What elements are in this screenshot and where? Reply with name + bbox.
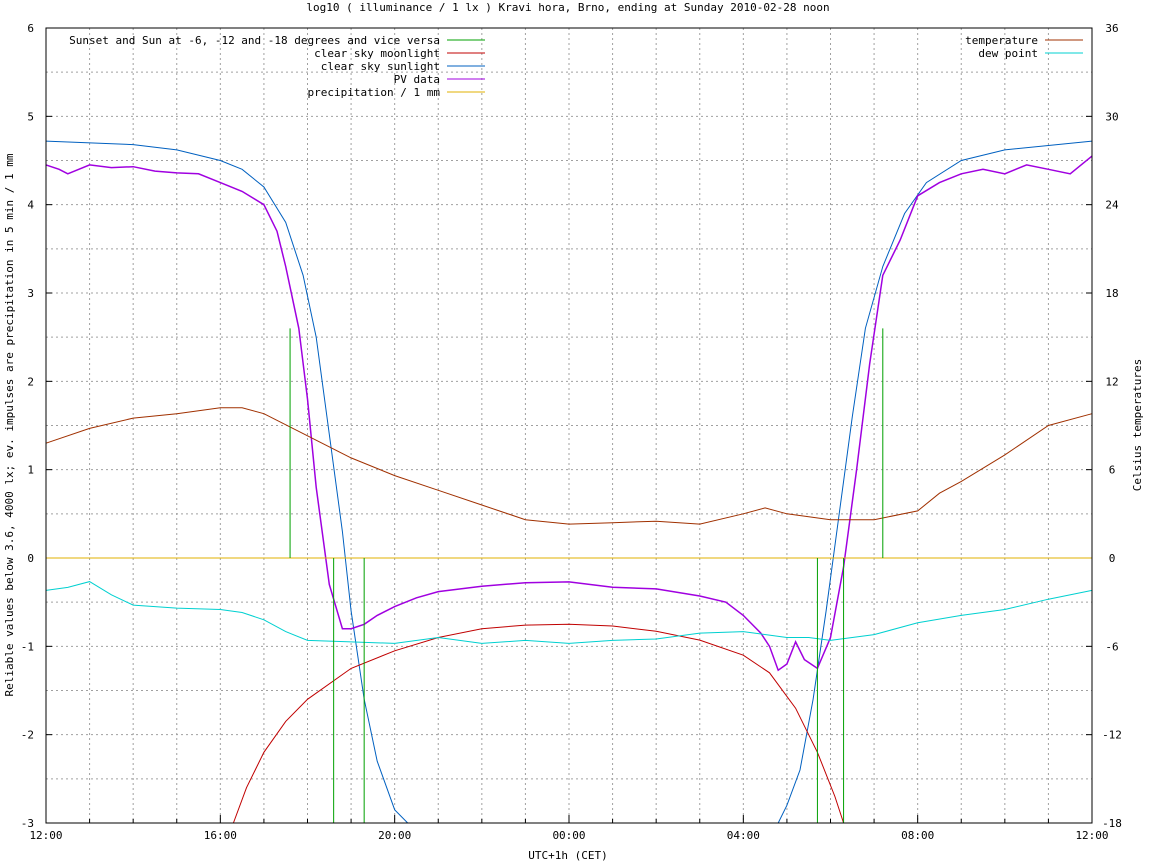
y2-tick-label: 12: [1105, 375, 1118, 388]
y2-tick-label: -12: [1102, 729, 1122, 742]
series-clear-sky-sunlight: [45, 140, 1093, 824]
series-lines: [45, 140, 1093, 824]
legend-label: precipitation / 1 mm: [308, 86, 441, 99]
y2-tick-label: 6: [1109, 464, 1116, 477]
y2-tick-label: 18: [1105, 287, 1118, 300]
series-dew-point: [45, 581, 1093, 644]
legend-label: Sunset and Sun at -6, -12 and -18 degree…: [69, 34, 440, 47]
x-axis-ticks: 12:00 16:00 20:00 00:00 04:00 08:00 12:00: [29, 815, 1109, 842]
legend-label: clear sky sunlight: [321, 60, 440, 73]
y2-tick-label: 36: [1105, 22, 1118, 35]
y-tick-label: -1: [21, 640, 34, 653]
y2-tick-label: -6: [1105, 640, 1118, 653]
chart-title: log10 ( illuminance / 1 lx ) Kravi hora,…: [306, 1, 829, 14]
series-clear-sky-moonlight: [232, 623, 845, 824]
y2-tick-label: 30: [1105, 110, 1118, 123]
x-tick-label: 00:00: [552, 829, 585, 842]
y-tick-label: 4: [27, 199, 34, 212]
y-tick-label: 3: [27, 287, 34, 300]
legend-label: clear sky moonlight: [314, 47, 440, 60]
legend-label: temperature: [965, 34, 1038, 47]
x-tick-label: 20:00: [378, 829, 411, 842]
series-temperature: [45, 407, 1093, 525]
right-axis-ticks: -18 -12 -6 0 6 12 18 24 30 36: [1086, 22, 1122, 830]
y2-tick-label: -18: [1102, 817, 1122, 830]
x-tick-label: 12:00: [29, 829, 62, 842]
grid-lines: [46, 28, 1092, 823]
y-tick-label: -3: [21, 817, 34, 830]
y-axis-label: Reliable values below 3.6, 4000 lx; ev. …: [3, 153, 16, 696]
y-tick-label: 5: [27, 110, 34, 123]
y2-tick-label: 24: [1105, 199, 1119, 212]
x-tick-label: 08:00: [901, 829, 934, 842]
x-tick-label: 04:00: [727, 829, 760, 842]
series-pv-data: [45, 155, 1093, 672]
y2-tick-label: 0: [1109, 552, 1116, 565]
legend-label: PV data: [394, 73, 440, 86]
y2-axis-label: Celsius temperatures: [1131, 359, 1144, 491]
y-tick-label: -2: [21, 729, 34, 742]
y-tick-label: 0: [27, 552, 34, 565]
x-axis-label: UTC+1h (CET): [528, 849, 607, 862]
y-tick-label: 1: [27, 464, 34, 477]
x-tick-label: 12:00: [1075, 829, 1108, 842]
legend-label: dew point: [978, 47, 1038, 60]
y-tick-label: 6: [27, 22, 34, 35]
plot-frame: [45, 27, 1093, 824]
x-tick-label: 16:00: [204, 829, 237, 842]
sun-angle-markers: [289, 328, 884, 823]
legend-left: Sunset and Sun at -6, -12 and -18 degree…: [69, 34, 485, 99]
y-tick-label: 2: [27, 375, 34, 388]
